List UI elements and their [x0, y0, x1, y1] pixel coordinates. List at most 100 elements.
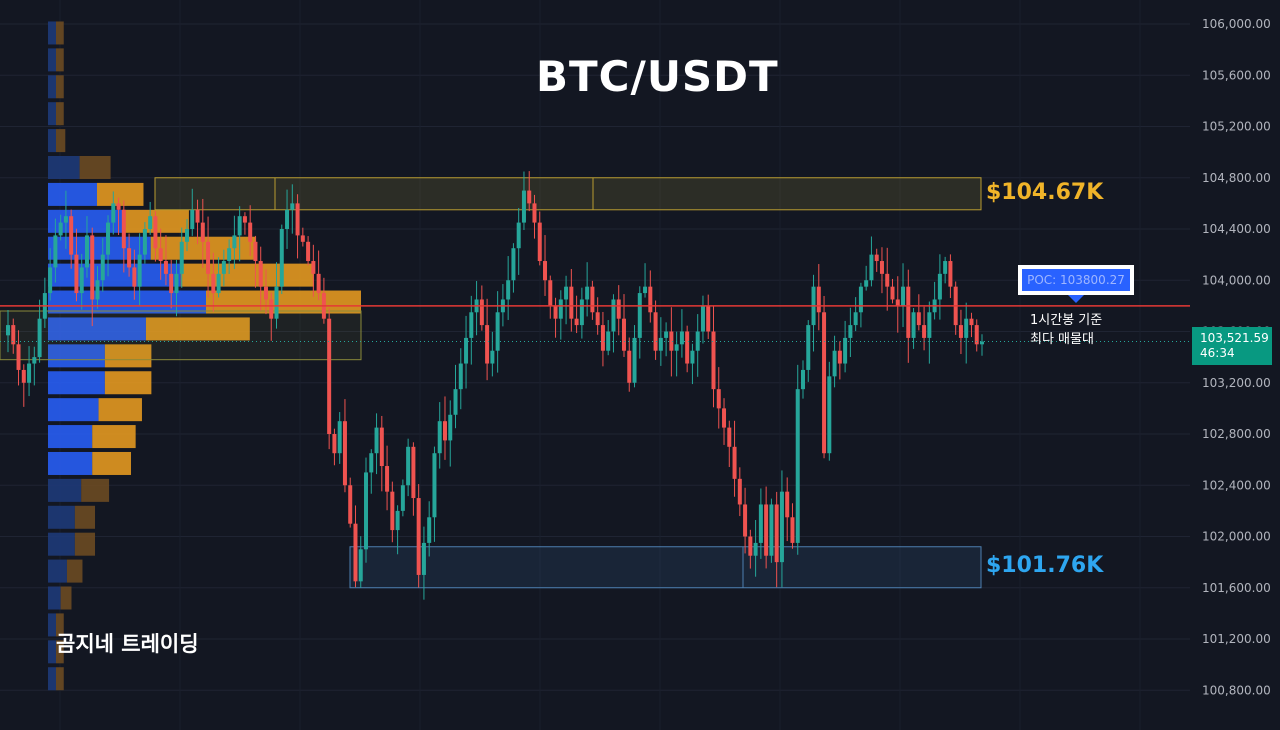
candle-body — [190, 209, 195, 229]
candle-body — [837, 350, 842, 364]
candle-body — [980, 341, 984, 345]
volume-profile-bar-down — [56, 75, 64, 99]
candle-body — [179, 241, 184, 274]
candle-body — [674, 344, 679, 351]
y-tick-label: 101,200.00 — [1202, 632, 1271, 646]
poc-note-line1: 1시간봉 기준 — [1030, 313, 1103, 328]
candle-body — [121, 209, 126, 249]
volume-profile-bar-up — [48, 613, 56, 637]
resistance-zone — [154, 177, 982, 211]
candle-body — [543, 261, 548, 281]
candle-body — [142, 229, 147, 255]
candle-body — [964, 318, 969, 338]
candle-body — [600, 325, 605, 351]
candle-body — [84, 235, 89, 268]
volume-profile-bar-up — [48, 290, 206, 314]
candle-body — [579, 299, 584, 326]
y-tick-label: 105,200.00 — [1202, 120, 1271, 134]
volume-profile-bar-down — [98, 398, 142, 422]
candle-body — [958, 325, 963, 338]
candle-body — [132, 267, 137, 287]
y-tick-label: 102,000.00 — [1202, 530, 1271, 544]
candle-body — [295, 203, 300, 236]
candle-body — [906, 286, 911, 338]
candle-body — [669, 331, 674, 351]
price-zones — [0, 177, 982, 589]
candle-body — [364, 472, 369, 550]
volume-profile-bar-down — [180, 263, 315, 287]
volume-profile-bar-down — [104, 371, 152, 395]
volume-profile-bar-down — [96, 182, 144, 206]
volume-profile-bar-down — [74, 532, 96, 556]
candle-body — [621, 318, 626, 351]
volume-profile-bar-up — [48, 667, 56, 691]
candle-body — [300, 235, 305, 242]
candle-body — [864, 280, 869, 287]
candle-body — [258, 261, 263, 287]
candle-body — [658, 337, 663, 351]
volume-profile-bar-down — [56, 21, 64, 45]
y-tick-label: 102,400.00 — [1202, 478, 1271, 492]
candle-body — [943, 261, 948, 274]
price-axis[interactable]: 106,000.00 105,600.00 105,200.00 104,800.00… — [1202, 17, 1271, 697]
volume-profile-bar-up — [48, 559, 67, 583]
volume-profile-bar-up — [48, 505, 75, 529]
candle-body — [585, 286, 590, 300]
candle-body — [200, 222, 205, 242]
volume-profile-bar-up — [48, 532, 75, 556]
candle-body — [74, 254, 79, 294]
volume-profile-bar-down — [56, 129, 66, 153]
candle-body — [216, 273, 221, 294]
candle-body — [411, 446, 416, 499]
y-tick-label: 104,800.00 — [1202, 171, 1271, 185]
candle-body — [37, 318, 42, 358]
candle-body — [927, 312, 932, 338]
candle-body — [416, 498, 421, 575]
volume-profile-bar-down — [56, 102, 64, 126]
candle-body — [395, 510, 400, 531]
candle-body — [390, 491, 395, 531]
y-tick-label: 105,600.00 — [1202, 68, 1271, 82]
volume-profile-bar-up — [48, 398, 99, 422]
last-price-tag: 103,521.59 46:34 — [1192, 327, 1272, 365]
candle-body — [795, 389, 800, 543]
candle-body — [227, 248, 232, 262]
candle-body — [58, 222, 63, 236]
candle-body — [116, 203, 121, 210]
candle-body — [263, 286, 268, 300]
candle-body — [379, 427, 384, 467]
candle-body — [758, 504, 763, 543]
volume-profile-bar-up — [48, 371, 105, 395]
candle-body — [527, 190, 532, 204]
candle-body — [427, 517, 432, 543]
volume-profile-bar-up — [48, 21, 56, 45]
volume-profile-bar-up — [48, 48, 56, 72]
support-level-label: $101.76K — [986, 553, 1104, 579]
candle-body — [790, 517, 795, 543]
candle-body — [664, 331, 669, 338]
candle-body — [127, 248, 132, 268]
candle-body — [269, 299, 274, 319]
candle-body — [774, 504, 779, 563]
volume-profile-bar-up — [48, 236, 151, 260]
poc-note: 1시간봉 기준 최다 매물대 — [1030, 311, 1102, 349]
candle-body — [163, 261, 168, 274]
poc-line-group — [0, 305, 1190, 343]
candle-body — [690, 350, 695, 364]
last-price-value: 103,521.59 — [1200, 331, 1269, 345]
volume-profile-bar-up — [48, 209, 123, 233]
volume-profile-bar-down — [56, 613, 64, 637]
candle-body — [521, 190, 526, 223]
candle-body — [727, 427, 732, 447]
y-tick-label: 100,800.00 — [1202, 683, 1271, 697]
candle-body — [316, 273, 321, 294]
candle-body — [253, 241, 258, 262]
candle-body — [627, 350, 632, 383]
candle-body — [890, 286, 895, 300]
candle-body — [221, 261, 226, 274]
y-tick-label: 104,400.00 — [1202, 222, 1271, 236]
candle-body — [779, 491, 784, 563]
candle-body — [858, 286, 863, 313]
volume-profile-bar-down — [56, 48, 64, 72]
